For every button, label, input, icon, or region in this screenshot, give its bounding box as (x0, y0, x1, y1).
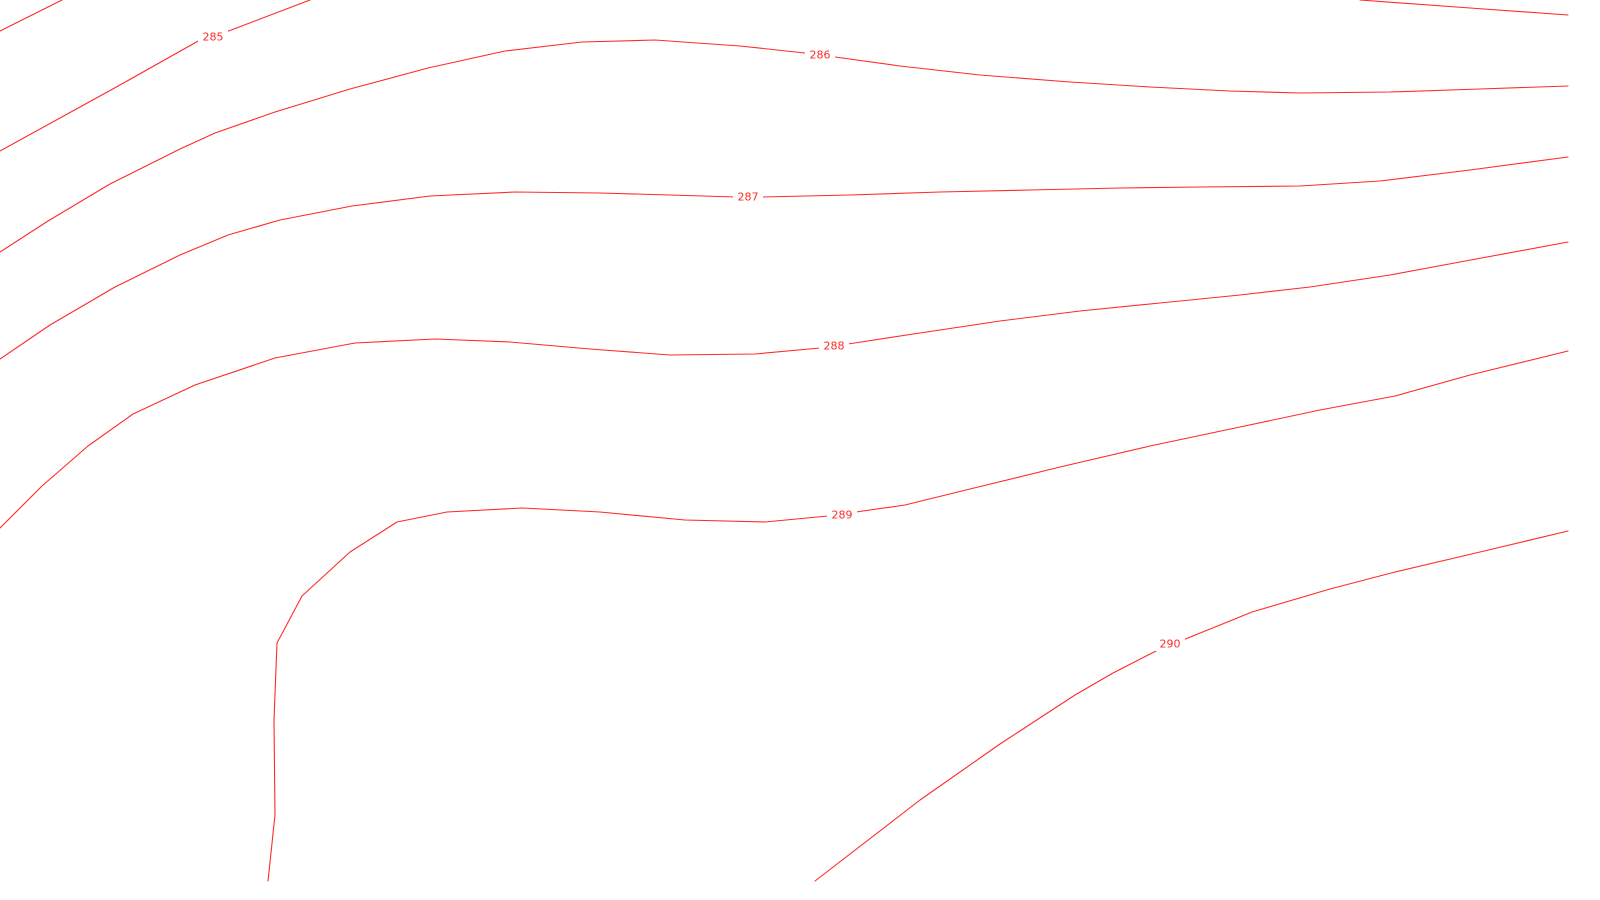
contour-label-286: 286 (810, 49, 831, 62)
contour-label-bg (198, 29, 228, 43)
contour-label-287: 287 (738, 191, 759, 204)
contour-line (0, 0, 63, 32)
contour-line (1182, 530, 1569, 641)
contour-line (847, 241, 1569, 345)
contour-label-bg (1155, 637, 1185, 651)
contour-line (814, 649, 1159, 882)
contour-label-289: 289 (832, 509, 853, 522)
contour-line (1359, 0, 1569, 16)
contour-label-bg (805, 48, 835, 62)
contour-top-right-fragment (1359, 0, 1569, 16)
contour-289: 289 (267, 350, 1569, 882)
contour-line (0, 39, 201, 152)
contour-line (0, 191, 736, 360)
contour-line (834, 56, 1569, 94)
contour-line (0, 39, 806, 253)
contour-285: 285 (0, 0, 311, 152)
contour-label-285: 285 (203, 31, 224, 44)
contour-line (267, 507, 829, 882)
contour-label-290: 290 (1160, 638, 1181, 651)
contour-290: 290 (814, 530, 1569, 882)
contour-line (855, 350, 1569, 513)
contour-label-288: 288 (824, 340, 845, 353)
contour-label-bg (819, 339, 849, 353)
contour-286: 286 (0, 39, 1569, 253)
contour-label-bg (827, 508, 857, 522)
contour-line (0, 338, 821, 529)
contour-label-bg (733, 190, 763, 204)
contour-288: 288 (0, 241, 1569, 529)
contour-line (225, 0, 311, 33)
contour-287: 287 (0, 156, 1569, 360)
contour-line (761, 156, 1569, 198)
